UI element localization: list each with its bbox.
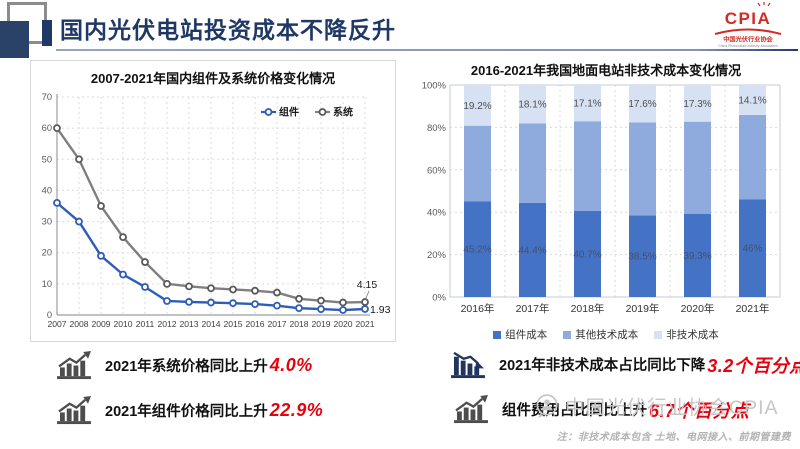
svg-text:38.5%: 38.5% [628,252,656,263]
trend-up-icon [56,350,93,381]
legend-item: 组件成本 [493,327,547,342]
svg-text:17.3%: 17.3% [683,99,711,110]
cpia-logo-graphic: CPIA 中国光伏行业协会 China Photovoltaic Industr… [714,2,782,48]
legend-item: 其他技术成本 [563,327,638,342]
svg-text:14.1%: 14.1% [738,95,766,106]
svg-text:45.2%: 45.2% [463,245,491,256]
annotation-text: 2021年组件价格同比上升 [105,404,268,420]
trend-down-icon [450,349,487,380]
svg-text:40: 40 [42,185,52,195]
svg-text:2012: 2012 [157,319,176,329]
watermark-text: 中国光伏行业协会CPIA [565,397,779,419]
annotation-value: 6.7个百分点 [649,400,750,421]
page-title: 国内光伏电站投资成本不降反升 [60,17,396,43]
svg-text:2019年: 2019年 [626,302,660,315]
title-accent-bar [42,20,52,46]
svg-text:60: 60 [42,123,52,133]
svg-text:2020年: 2020年 [681,302,715,315]
annotation-nontech-cost: 2021年非技术成本占比同比下降 3.2个百分点 [450,349,800,380]
annotation-value: 22.9% [269,400,324,420]
svg-text:44.4%: 44.4% [518,245,546,256]
svg-text:46%: 46% [742,244,762,255]
svg-text:10: 10 [42,279,52,289]
watermark: 中国光伏行业协会CPIA [534,391,779,420]
svg-text:2018: 2018 [289,319,308,329]
svg-text:70: 70 [42,92,52,102]
annotation-module-price: 2021年组件价格同比上升 22.9% [56,395,323,426]
svg-text:2016年: 2016年 [461,302,495,315]
logo-org-cn: 中国光伏行业协会 [723,36,773,44]
svg-text:2017: 2017 [267,319,286,329]
svg-text:2016: 2016 [245,319,264,329]
annotation-value: 3.2个百分点 [707,355,800,376]
trend-up-icon [453,394,490,425]
footnote: 注：非技术成本包含 土地、电网接入、前期管建费 [556,432,791,443]
svg-text:80%: 80% [427,123,447,134]
annotation-text: 2021年系统价格同比上升 [105,359,268,375]
svg-text:0%: 0% [432,293,446,304]
svg-text:20%: 20% [427,250,447,261]
svg-text:4.15: 4.15 [357,279,378,291]
svg-text:2015: 2015 [223,319,242,329]
svg-text:20: 20 [42,248,52,258]
svg-text:2007: 2007 [47,319,66,329]
svg-text:2019: 2019 [311,319,330,329]
legend-item: 非技术成本 [654,327,719,342]
svg-text:17.1%: 17.1% [573,99,601,110]
svg-text:2017年: 2017年 [516,302,550,315]
annotation-system-price: 2021年系统价格同比上升 4.0% [56,350,313,381]
svg-text:39.3%: 39.3% [683,251,711,262]
logo-arc [714,28,782,35]
legend-swatch [654,330,663,339]
svg-text:2008: 2008 [69,319,88,329]
svg-text:50: 50 [42,154,52,164]
svg-text:40.7%: 40.7% [573,249,601,260]
annotation-text: 2021年非技术成本占比同比下降 [499,358,706,374]
header-divider [56,49,798,51]
svg-text:2014: 2014 [201,319,220,329]
bar-chart-legend: 组件成本 其他技术成本 非技术成本 [420,327,792,342]
wechat-account-icon [536,393,558,418]
legend-swatch [493,330,502,339]
svg-text:2009: 2009 [91,319,110,329]
legend-swatch [563,330,572,339]
right-chart-title: 2016-2021年我国地面电站非技术成本变化情况 [470,63,742,78]
svg-text:2021: 2021 [355,319,374,329]
svg-text:30: 30 [42,217,52,227]
price-trend-chart-card: 2007-2021年国内组件及系统价格变化情况 0 10 20 30 40 50 60 70 2… [30,60,396,342]
svg-text:2011: 2011 [136,319,155,329]
decor-navy-square [0,21,29,58]
svg-text:2020: 2020 [333,319,352,329]
legend-label: 非技术成本 [666,329,719,341]
svg-text:40%: 40% [427,208,447,219]
legend-label: 组件成本 [505,329,548,341]
svg-text:100%: 100% [422,81,447,92]
svg-text:2021年: 2021年 [736,302,770,315]
logo-org-en: China Photovoltaic Industry Association [718,44,777,48]
trend-up-icon [56,395,93,426]
annotation-value: 4.0% [269,355,313,375]
cpia-logo: CPIA 中国光伏行业协会 China Photovoltaic Industr… [702,2,794,50]
non-technical-cost-chart: 2016-2021年我国地面电站非技术成本变化情况 0% 20% 40% 60% 80%… [420,56,792,348]
svg-text:2010: 2010 [113,319,132,329]
svg-text:0: 0 [47,310,52,320]
svg-text:组件: 组件 [279,106,299,119]
svg-text:2013: 2013 [179,319,198,329]
svg-text:系统: 系统 [333,106,353,119]
left-chart-title: 2007-2021年国内组件及系统价格变化情况 [90,71,336,86]
svg-text:18.1%: 18.1% [518,100,546,111]
svg-text:17.6%: 17.6% [628,99,656,110]
svg-text:2018年: 2018年 [571,302,605,315]
cost-share-stacked-bar-chart: 0% 20% 40% 60% 80% 100% 45.2% 19.2% 2016年 44.4% 18… [422,81,781,315]
legend-label: 其他技术成本 [575,329,639,341]
logo-acronym: CPIA [725,9,772,28]
svg-text:1.93: 1.93 [370,304,391,316]
svg-text:60%: 60% [427,165,447,176]
svg-text:19.2%: 19.2% [463,101,491,112]
sun-rays-icon [757,2,771,7]
